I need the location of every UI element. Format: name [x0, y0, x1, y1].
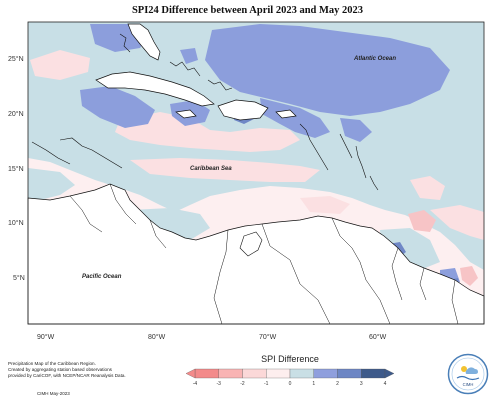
legend-tick-label: -2: [240, 381, 245, 387]
legend-segment: [218, 368, 243, 379]
credit-text: Precipitation Map of the Caribbean Regio…: [8, 361, 168, 379]
map-title: SPI24 Difference between April 2023 and …: [131, 5, 364, 16]
map-frame: [27, 21, 485, 325]
credit-line-2: Created by aggregating station based obs…: [8, 367, 112, 372]
legend-segment: [289, 368, 314, 379]
legend-title: SPI Difference: [261, 354, 319, 364]
credit-line-3: provided by CariCOF, with NCEP/NCAR Rean…: [8, 373, 126, 378]
atlantic-ocean-label: Atlantic Ocean: [353, 56, 396, 62]
lon-label-90w: 90°W: [37, 333, 55, 341]
lat-label-25n: 25°N: [8, 55, 24, 63]
legend-segment: [266, 368, 291, 379]
legend-segment: [313, 368, 338, 379]
lat-label-5n: 5°N: [13, 274, 25, 282]
pacific-ocean-label: Pacific Ocean: [82, 274, 122, 280]
legend-tick-label: 3: [360, 381, 363, 387]
lat-label-20n: 20°N: [8, 110, 24, 118]
pink-patches: [30, 50, 484, 240]
legend-tick-label: -3: [217, 381, 222, 387]
lon-label-70w: 70°W: [259, 333, 277, 341]
caribbean-sea-label: Caribbean Sea: [190, 166, 232, 172]
negative-patches: [408, 210, 478, 286]
coastlines: [31, 33, 379, 257]
legend-tick-label: -4: [193, 381, 198, 387]
cimh-logo: CIMH: [447, 353, 489, 395]
lat-label-15n: 15°N: [8, 165, 24, 173]
legend-colorbar: -4 -3 -2 -1 0 1 2 3 4: [185, 368, 395, 387]
lon-label-60w: 60°W: [369, 333, 387, 341]
lat-label-10n: 10°N: [8, 219, 24, 227]
country-borders: [69, 183, 459, 325]
land-masses: [27, 23, 485, 325]
legend-min-arrow: [185, 368, 196, 379]
credit-date: CIMH May-2023: [37, 391, 70, 396]
legend-segment: [337, 368, 362, 379]
legend-segment: [242, 368, 267, 379]
legend-tick-label: 4: [384, 381, 387, 387]
legend-tick-label: 1: [312, 381, 315, 387]
latitude-labels: 25°N 20°N 15°N 10°N 5°N: [8, 55, 25, 282]
legend-tick-label: -1: [264, 381, 269, 387]
credit-line-1: Precipitation Map of the Caribbean Regio…: [8, 361, 96, 366]
lon-label-80w: 80°W: [148, 333, 166, 341]
logo-text: CIMH: [463, 382, 474, 387]
legend-tick-label: 2: [336, 381, 339, 387]
legend-segment: [361, 368, 386, 379]
legend-max-arrow: [384, 368, 395, 379]
legend-tick-label: 0: [289, 381, 292, 387]
longitude-labels: 90°W 80°W 70°W 60°W: [37, 333, 387, 341]
legend-segment: [194, 368, 219, 379]
